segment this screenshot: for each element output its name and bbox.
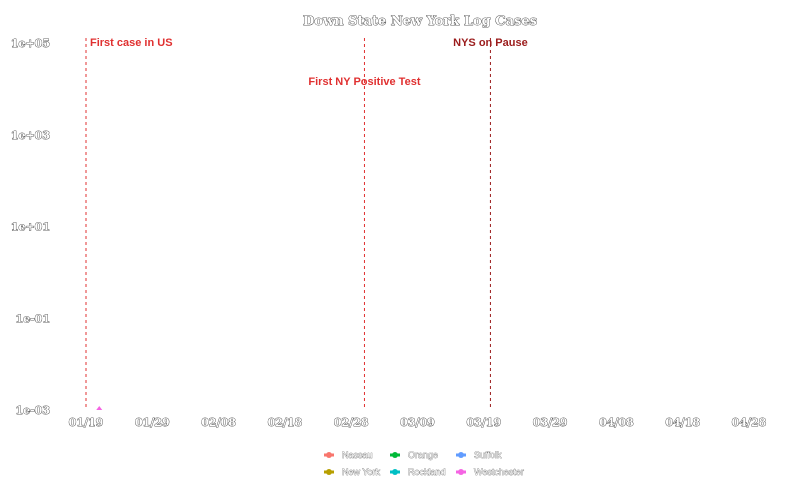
legend-label: New York [342,467,381,477]
x-axis: 01/19 01/29 02/08 02/18 02/28 03/09 03/19 03/29… [68,416,767,430]
x-tick-label: 03/29 [533,416,568,429]
x-tick-label: 01/19 [69,416,104,429]
x-tick-label: 03/09 [400,416,435,429]
data-point [96,406,103,410]
y-tick-label: 1e+03 [11,129,50,142]
y-tick-label: 1e+05 [11,37,50,50]
y-axis: 1e-03 1e-01 1e+01 1e+03 1e+05 [10,37,50,418]
data-marks [96,406,103,410]
x-tick-label: 01/29 [135,416,170,429]
x-tick-label: 02/08 [201,416,236,429]
legend-swatch-dot [458,469,464,475]
legend-swatch-dot [392,469,398,475]
legend-swatch-dot [458,452,464,458]
x-tick-label: 04/08 [599,416,634,429]
x-tick-label: 04/28 [732,416,767,429]
y-tick-label: 1e+01 [11,221,50,234]
legend-label: Rockland [408,467,446,477]
x-tick-label: 02/18 [268,416,303,429]
legend: Nassau New York Orange Rockland Suffolk Westc… [324,450,524,477]
legend-label: Westchester [474,467,524,477]
legend-swatch-dot [326,452,332,458]
event-label: First NY Positive Test [308,76,420,88]
y-tick-label: 1e-03 [15,404,50,417]
x-tick-label: 03/19 [466,416,501,429]
chart-title: Down State New York Log Cases [303,14,537,29]
legend-label: Suffolk [474,450,502,460]
event-lines: First case in US First NY Positive Test NY… [85,37,528,410]
legend-swatch-dot [326,469,332,475]
event-label: NYS on Pause [453,37,528,49]
y-tick-label: 1e-01 [15,312,50,325]
legend-label: Orange [408,450,438,460]
event-label: First case in US [90,37,173,49]
x-tick-label: 02/28 [334,416,369,429]
legend-swatch-dot [392,452,398,458]
legend-label: Nassau [342,450,373,460]
x-tick-label: 04/18 [665,416,700,429]
